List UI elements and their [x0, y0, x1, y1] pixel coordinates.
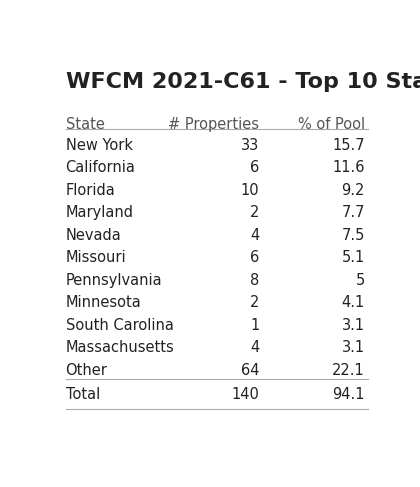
Text: California: California	[66, 160, 135, 175]
Text: 4: 4	[250, 228, 259, 243]
Text: 2: 2	[250, 296, 259, 310]
Text: State: State	[66, 116, 105, 131]
Text: 3.1: 3.1	[342, 340, 365, 356]
Text: 64: 64	[241, 363, 259, 378]
Text: Florida: Florida	[66, 183, 115, 198]
Text: 5.1: 5.1	[342, 250, 365, 265]
Text: New York: New York	[66, 138, 133, 153]
Text: 4: 4	[250, 340, 259, 356]
Text: Total: Total	[66, 387, 100, 402]
Text: 5: 5	[356, 273, 365, 288]
Text: South Carolina: South Carolina	[66, 318, 173, 333]
Text: 33: 33	[241, 138, 259, 153]
Text: 140: 140	[231, 387, 259, 402]
Text: 7.7: 7.7	[341, 206, 365, 221]
Text: Missouri: Missouri	[66, 250, 126, 265]
Text: 94.1: 94.1	[333, 387, 365, 402]
Text: 1: 1	[250, 318, 259, 333]
Text: 15.7: 15.7	[332, 138, 365, 153]
Text: 2: 2	[250, 206, 259, 221]
Text: 3.1: 3.1	[342, 318, 365, 333]
Text: Nevada: Nevada	[66, 228, 121, 243]
Text: 9.2: 9.2	[341, 183, 365, 198]
Text: Massachusetts: Massachusetts	[66, 340, 174, 356]
Text: Other: Other	[66, 363, 108, 378]
Text: 4.1: 4.1	[342, 296, 365, 310]
Text: WFCM 2021-C61 - Top 10 States: WFCM 2021-C61 - Top 10 States	[66, 72, 420, 92]
Text: # Properties: # Properties	[168, 116, 259, 131]
Text: Maryland: Maryland	[66, 206, 134, 221]
Text: Minnesota: Minnesota	[66, 296, 141, 310]
Text: 7.5: 7.5	[341, 228, 365, 243]
Text: % of Pool: % of Pool	[298, 116, 365, 131]
Text: 11.6: 11.6	[333, 160, 365, 175]
Text: 22.1: 22.1	[332, 363, 365, 378]
Text: Pennsylvania: Pennsylvania	[66, 273, 162, 288]
Text: 8: 8	[250, 273, 259, 288]
Text: 6: 6	[250, 250, 259, 265]
Text: 6: 6	[250, 160, 259, 175]
Text: 10: 10	[241, 183, 259, 198]
